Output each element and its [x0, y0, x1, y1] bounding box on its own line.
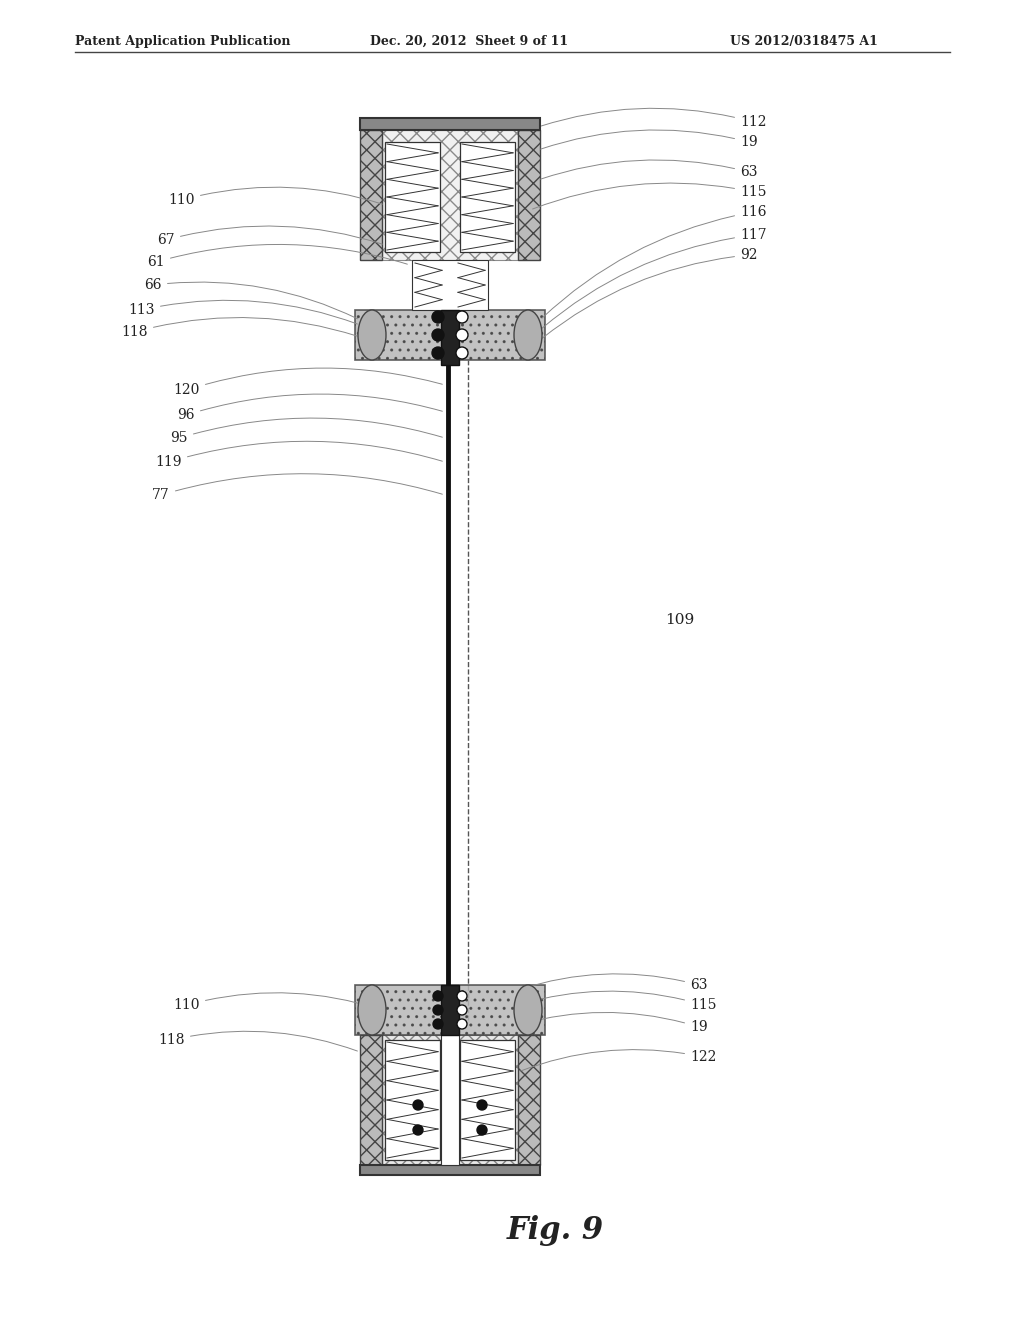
Text: US 2012/0318475 A1: US 2012/0318475 A1	[730, 36, 878, 48]
Text: 120: 120	[174, 368, 442, 397]
Text: 110: 110	[169, 187, 382, 207]
Bar	[385, 143, 440, 252]
Bar	[382, 129, 518, 260]
Circle shape	[413, 1125, 423, 1135]
Text: Fig. 9: Fig. 9	[507, 1214, 603, 1246]
Text: 115: 115	[520, 991, 717, 1012]
Text: 95: 95	[171, 418, 442, 445]
Text: 122: 122	[520, 1049, 717, 1071]
Bar	[382, 1035, 518, 1166]
Circle shape	[456, 312, 468, 323]
Circle shape	[456, 329, 468, 341]
Bar	[441, 985, 459, 1035]
Circle shape	[477, 1100, 487, 1110]
Ellipse shape	[358, 985, 386, 1035]
Circle shape	[457, 1019, 467, 1030]
Text: 96: 96	[177, 395, 442, 422]
Circle shape	[413, 1100, 423, 1110]
Circle shape	[432, 347, 444, 359]
Bar	[518, 1035, 540, 1166]
Text: 61: 61	[147, 244, 408, 269]
Text: 66: 66	[144, 279, 357, 318]
Circle shape	[477, 1125, 487, 1135]
Circle shape	[432, 312, 444, 323]
Circle shape	[456, 347, 468, 359]
Text: 110: 110	[173, 993, 379, 1012]
Circle shape	[433, 1019, 443, 1030]
Text: 67: 67	[158, 226, 382, 247]
Ellipse shape	[514, 985, 542, 1035]
Text: 63: 63	[520, 974, 708, 993]
Text: 92: 92	[542, 248, 758, 338]
Text: 116: 116	[542, 205, 767, 318]
Text: 113: 113	[128, 300, 357, 323]
Bar	[460, 1040, 515, 1160]
Bar	[355, 985, 545, 1035]
Circle shape	[432, 329, 444, 341]
Text: 77: 77	[153, 474, 442, 502]
Bar	[360, 117, 540, 129]
Text: 117: 117	[542, 228, 767, 329]
Circle shape	[457, 991, 467, 1001]
Bar	[441, 310, 459, 366]
Text: 19: 19	[541, 129, 758, 149]
Text: Dec. 20, 2012  Sheet 9 of 11: Dec. 20, 2012 Sheet 9 of 11	[370, 36, 568, 48]
Text: 118: 118	[122, 318, 357, 339]
Text: 119: 119	[156, 441, 442, 469]
Bar	[355, 310, 545, 360]
Ellipse shape	[358, 310, 386, 360]
Text: 118: 118	[159, 1031, 357, 1051]
Text: Patent Application Publication: Patent Application Publication	[75, 36, 291, 48]
Bar	[360, 129, 382, 260]
Text: 63: 63	[541, 160, 758, 180]
Bar	[360, 1035, 382, 1166]
Ellipse shape	[514, 310, 542, 360]
Bar	[385, 1040, 440, 1160]
Text: 112: 112	[541, 108, 767, 129]
Bar	[460, 143, 515, 252]
Bar	[441, 1030, 459, 1166]
Bar	[360, 1166, 540, 1175]
Text: 115: 115	[532, 183, 767, 209]
Text: 19: 19	[520, 1012, 708, 1034]
Circle shape	[457, 1005, 467, 1015]
Circle shape	[433, 991, 443, 1001]
Circle shape	[433, 1005, 443, 1015]
Text: 109: 109	[666, 612, 694, 627]
Bar	[412, 260, 488, 310]
Bar	[518, 129, 540, 260]
